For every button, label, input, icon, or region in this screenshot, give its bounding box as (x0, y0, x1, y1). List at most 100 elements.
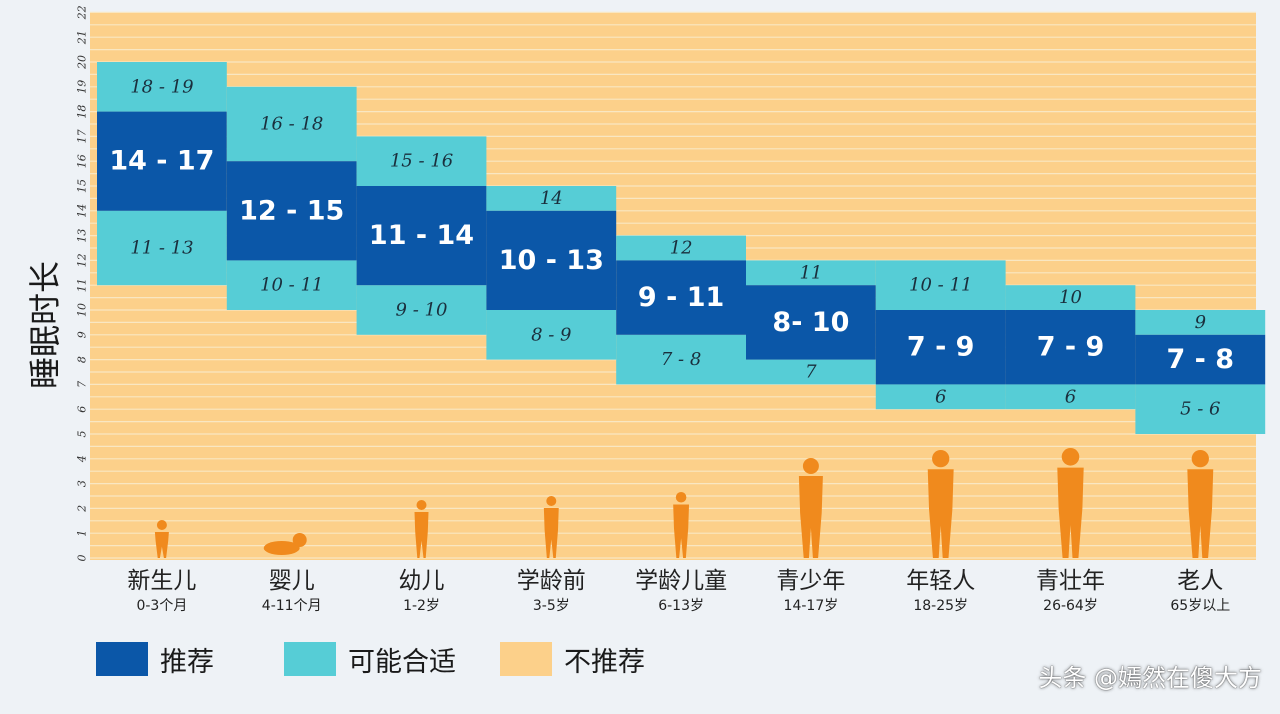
y-tick-label: 12 (76, 253, 89, 267)
category-name: 青少年 (776, 568, 846, 594)
bar-maybe-high (1135, 310, 1266, 335)
y-tick-label: 17 (76, 129, 89, 143)
bar-maybe-high (486, 186, 617, 211)
category-name: 婴儿 (268, 568, 315, 594)
category-age: 6-13岁 (658, 598, 704, 614)
data-label-maybe-high: 18 - 19 (130, 76, 193, 97)
bar-maybe-low (486, 310, 617, 360)
category-age: 0-3个月 (136, 598, 188, 614)
category-name: 幼儿 (398, 568, 445, 594)
bar-recommended (875, 310, 1006, 385)
watermark: 头条 @嫣然在傻大方 (1038, 664, 1262, 692)
category-name: 学龄儿童 (635, 568, 728, 594)
y-tick-label: 22 (76, 5, 89, 20)
legend-swatch-not-recommended (500, 642, 552, 676)
category-label: 学龄儿童 6-13岁 (616, 566, 746, 616)
y-tick-label: 20 (76, 55, 89, 70)
y-tick-label: 5 (76, 431, 89, 438)
person-silhouette-icon (1187, 450, 1214, 558)
legend-swatch-maybe (284, 642, 336, 676)
bar-maybe-high (97, 62, 227, 112)
y-tick-label: 18 (76, 105, 89, 119)
legend-swatch-recommended (96, 642, 148, 676)
data-label-maybe-low: 10 - 11 (260, 275, 323, 296)
legend-label: 可能合适 (348, 646, 456, 678)
data-label-maybe-low: 7 (805, 362, 817, 383)
data-label-maybe-high: 16 - 18 (260, 114, 323, 135)
category-name: 青壮年 (1036, 568, 1105, 594)
y-tick-label: 11 (76, 278, 89, 292)
category-age: 14-17岁 (783, 598, 839, 614)
category-age: 4-11个月 (261, 598, 322, 614)
data-label-maybe-low: 11 - 13 (130, 238, 193, 259)
data-label-maybe-low: 6 (1065, 386, 1076, 407)
data-label-recommended: 14 - 17 (109, 146, 214, 177)
category-label: 老人 65岁以上 (1135, 566, 1265, 616)
y-tick-label: 4 (76, 455, 89, 463)
data-label-maybe-high: 11 (799, 262, 822, 283)
person-silhouette-icon (673, 492, 690, 558)
bar-maybe-low (616, 334, 746, 385)
category-name: 年轻人 (906, 568, 976, 594)
data-label-maybe-high: 14 (540, 188, 563, 209)
person-silhouette-icon (414, 500, 429, 558)
bar-maybe-high (226, 86, 357, 162)
category-age: 18-25岁 (913, 598, 969, 614)
y-tick-label: 6 (76, 406, 89, 413)
category-name: 新生儿 (127, 568, 197, 594)
y-tick-label: 10 (76, 303, 89, 317)
person-silhouette-icon (263, 533, 307, 555)
data-label-maybe-low: 6 (935, 386, 946, 407)
category-label: 青壮年 26-64岁 (1006, 566, 1136, 616)
data-label-recommended: 10 - 13 (499, 245, 604, 276)
data-label-recommended: 8- 10 (772, 307, 849, 338)
data-label-maybe-low: 8 - 9 (531, 324, 571, 345)
bar-maybe-low (746, 359, 876, 385)
category-age: 65岁以上 (1170, 598, 1231, 614)
category-label: 年轻人 18-25岁 (876, 566, 1006, 616)
category-name: 学龄前 (516, 568, 586, 594)
bar-maybe-low (875, 384, 1006, 410)
person-silhouette-icon (154, 520, 169, 558)
data-label-maybe-high: 9 (1195, 312, 1206, 333)
bar-maybe-high (875, 260, 1006, 310)
y-tick-label: 13 (76, 229, 89, 243)
y-tick-label: 0 (76, 555, 89, 562)
bar-maybe-low (1005, 384, 1136, 410)
y-tick-label: 21 (76, 30, 89, 45)
bar-recommended (486, 210, 617, 310)
legend-label: 不推荐 (564, 646, 645, 678)
data-label-recommended: 7 - 9 (1037, 332, 1105, 363)
bar-maybe-low (1135, 384, 1266, 434)
legend-label: 推荐 (160, 646, 214, 678)
y-axis-label: 睡眠时长 (18, 235, 68, 415)
data-label-recommended: 12 - 15 (239, 195, 344, 226)
person-silhouette-icon (1057, 448, 1084, 558)
category-age: 26-64岁 (1043, 598, 1098, 614)
person-silhouette-icon (927, 450, 954, 558)
category-age: 1-2岁 (403, 598, 440, 614)
data-label-recommended: 9 - 11 (638, 282, 724, 313)
y-tick-label: 7 (76, 381, 89, 388)
data-label-maybe-high: 10 - 11 (909, 275, 972, 296)
category-label: 学龄前 3-5岁 (486, 566, 616, 616)
category-label: 新生儿 0-3个月 (97, 566, 227, 616)
category-label: 青少年 14-17岁 (746, 566, 876, 616)
person-silhouette-icon (543, 496, 559, 558)
bar-maybe-high (616, 235, 746, 261)
y-tick-label: 1 (76, 530, 89, 537)
category-age: 3-5岁 (532, 598, 570, 614)
bar-recommended (1005, 310, 1136, 385)
data-label-maybe-high: 15 - 16 (390, 151, 453, 172)
bar-maybe-low (97, 210, 227, 286)
y-tick-label: 19 (76, 80, 89, 94)
data-label-maybe-high: 12 (670, 238, 693, 259)
bar-recommended (226, 161, 357, 261)
category-name: 老人 (1177, 568, 1224, 594)
y-tick-label: 9 (76, 331, 89, 338)
bar-maybe-high (356, 136, 487, 186)
bar-recommended (356, 186, 487, 286)
y-tick-label: 14 (76, 204, 89, 218)
data-label-maybe-low: 5 - 6 (1180, 399, 1220, 420)
